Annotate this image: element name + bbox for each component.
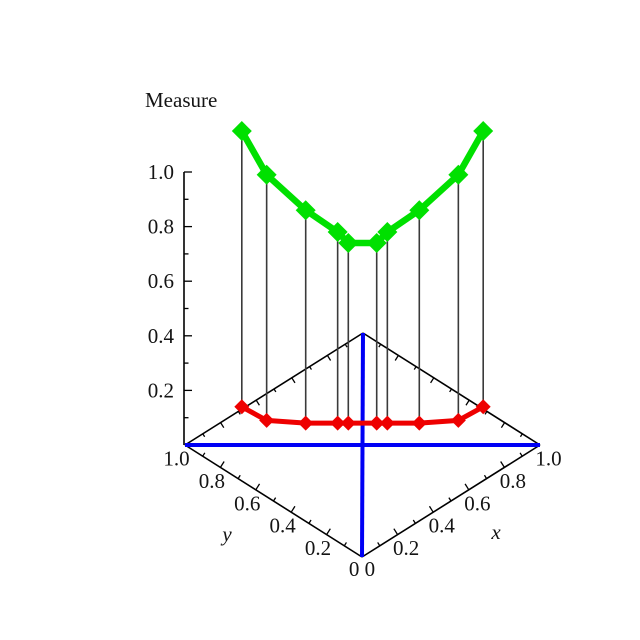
y-tick-label: 0.2	[305, 536, 331, 560]
y-axis-tick	[326, 528, 331, 535]
x-axis-tick	[377, 542, 381, 547]
x-axis-tick	[412, 519, 416, 524]
x-axis-tick	[448, 497, 452, 502]
upper-measure-marker	[338, 232, 359, 253]
lower-measure-marker	[450, 412, 466, 428]
upper-measure-marker	[473, 121, 494, 142]
measure-axis: 0.2 0.4 0.6 0.8 1.0	[148, 160, 192, 445]
x-tick-label: 0.8	[500, 469, 526, 493]
lower-measure-marker	[298, 415, 314, 431]
measure-tick-label: 0.4	[148, 324, 175, 348]
rear-left-tick	[309, 366, 313, 370]
rear-right-tick	[378, 343, 382, 348]
upper-measure-marker	[366, 232, 387, 253]
upper-measure-marker	[231, 121, 252, 142]
lower-measure-marker	[475, 399, 491, 415]
measure-tick-label: 0.8	[148, 215, 174, 239]
upper-measure-marker	[256, 164, 277, 185]
x-axis-letter: x	[490, 520, 501, 544]
rear-right-tick	[413, 366, 417, 370]
x-tick-label: 0.6	[464, 491, 490, 515]
rear-left-tick	[291, 377, 296, 384]
rear-right-tick	[484, 411, 488, 415]
y-tick-label: 0.4	[270, 514, 297, 538]
rear-left-tick	[273, 388, 277, 393]
measure-tick-label: 0.6	[148, 269, 174, 293]
y-axis-tick	[272, 497, 277, 502]
measure-tick-label: 1.0	[148, 160, 174, 184]
y-axis-tick	[202, 452, 206, 457]
z-axis-title: Measure	[145, 88, 217, 112]
x-axis-tick	[519, 452, 523, 457]
y-tick-label: 0.6	[234, 491, 260, 515]
rear-left-tick	[220, 422, 225, 429]
upper-measure-line	[238, 127, 487, 247]
lower-measure-marker	[340, 415, 356, 431]
x-axis-tick	[428, 505, 434, 513]
rear-left-tick	[326, 355, 332, 361]
rear-right-tick	[500, 422, 506, 429]
rear-left-tick	[344, 343, 348, 348]
lower-measure-marker	[330, 415, 346, 431]
upper-measure-marker	[448, 164, 469, 185]
x-tick-label: 0.4	[429, 514, 456, 538]
x-tick-label: 0.2	[393, 536, 419, 560]
lower-measure-series	[234, 399, 491, 431]
origin-label: 0 0	[349, 557, 375, 581]
upper-measure-marker	[409, 200, 430, 221]
y-axis-tick	[237, 474, 241, 479]
x-axis-tick	[393, 528, 399, 535]
lower-measure-marker	[379, 415, 395, 431]
base-box-edges: 1.0 0.8 0.6 0.4 0.2 0.2 0.4 0.6 0.8 1.0	[163, 332, 562, 560]
upper-measure-series	[231, 121, 494, 253]
rear-right-tick	[519, 433, 523, 438]
rear-left-tick	[255, 399, 260, 406]
base-diagonal-guides	[185, 332, 540, 558]
lower-measure-marker	[259, 412, 275, 428]
y-axis-tick	[290, 505, 296, 513]
x-axis-tick	[500, 461, 505, 468]
rear-right-tick	[449, 388, 453, 393]
lower-measure-marker	[234, 399, 250, 415]
lower-measure-line	[239, 404, 486, 426]
y-axis-tick	[255, 483, 261, 491]
x-axis-tick	[464, 483, 470, 491]
lower-measure-marker	[369, 415, 385, 431]
y-axis-tick	[308, 519, 312, 524]
y-axis-letter: y	[220, 522, 232, 546]
y-tick-label: 1.0	[163, 447, 189, 471]
axis-text-labels: Measure x y 0 0	[145, 88, 501, 581]
main-diagonal-guide	[360, 332, 365, 558]
rear-right-tick	[430, 377, 435, 384]
rear-right-tick	[465, 399, 470, 406]
drop-lines	[241, 131, 485, 424]
y-tick-label: 0.8	[199, 469, 225, 493]
upper-measure-marker	[327, 222, 348, 243]
upper-measure-marker	[377, 222, 398, 243]
y-axis-tick	[343, 542, 347, 547]
rear-left-tick	[237, 411, 241, 415]
rear-left-tick	[202, 433, 206, 438]
y-axis-tick	[219, 461, 225, 468]
rear-right-tick	[394, 355, 399, 361]
upper-measure-marker	[295, 200, 316, 221]
x-tick-label: 1.0	[535, 447, 561, 471]
lower-measure-marker	[411, 415, 427, 431]
measure-tick-label: 0.2	[148, 378, 174, 402]
x-axis-tick	[483, 474, 488, 479]
